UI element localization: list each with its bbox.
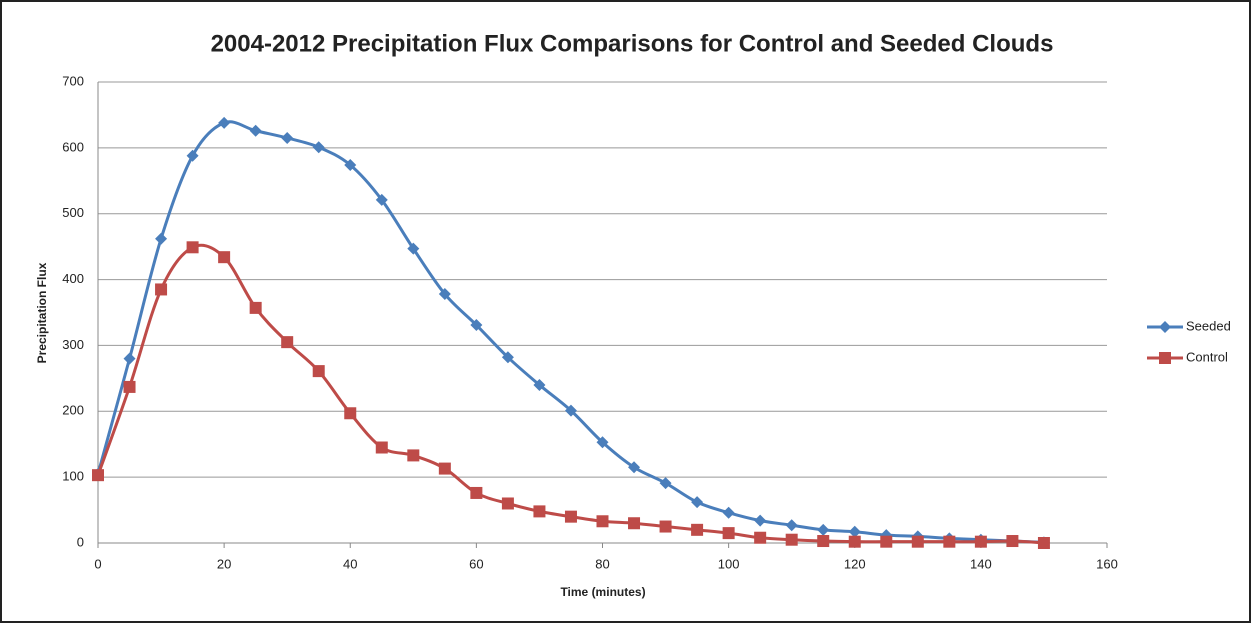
data-point: [817, 523, 830, 536]
data-point: [281, 131, 294, 144]
y-tick-label: 400: [62, 271, 84, 286]
data-point: [754, 531, 767, 544]
data-point: [722, 527, 735, 540]
data-point: [438, 462, 451, 475]
data-point: [375, 441, 388, 454]
data-point: [470, 319, 483, 332]
x-tick-label: 120: [844, 556, 866, 571]
data-point: [407, 449, 420, 462]
x-tick-label: 80: [595, 556, 609, 571]
data-point: [722, 506, 735, 519]
data-point: [817, 535, 830, 548]
x-tick-label: 140: [970, 556, 992, 571]
data-point: [438, 288, 451, 301]
data-point: [344, 158, 357, 171]
data-point: [123, 352, 136, 365]
y-axis-title: Precipitation Flux: [35, 262, 49, 363]
data-point: [533, 505, 546, 518]
data-point: [785, 519, 798, 532]
data-point: [218, 116, 231, 129]
data-point: [312, 141, 325, 154]
data-point: [533, 378, 546, 391]
data-point: [596, 436, 609, 449]
legend-label: Seeded: [1186, 318, 1231, 333]
data-point: [407, 242, 420, 255]
x-tick-label: 160: [1096, 556, 1118, 571]
x-tick-label: 100: [718, 556, 740, 571]
data-point: [344, 407, 357, 420]
x-axis-title: Time (minutes): [560, 585, 645, 599]
data-point: [628, 517, 641, 530]
data-point: [470, 486, 483, 499]
data-point: [911, 535, 924, 548]
data-point: [564, 510, 577, 523]
y-tick-label: 600: [62, 139, 84, 154]
data-point: [943, 535, 956, 548]
data-point: [123, 380, 136, 393]
data-point: [249, 124, 262, 137]
y-tick-label: 700: [62, 73, 84, 88]
data-point: [659, 520, 672, 533]
data-point: [564, 404, 577, 417]
legend-marker: [1159, 321, 1171, 333]
legend-marker: [1159, 352, 1171, 364]
data-point: [155, 283, 168, 296]
data-point: [501, 497, 514, 510]
y-tick-label: 100: [62, 469, 84, 484]
x-tick-label: 0: [94, 556, 101, 571]
data-point: [218, 251, 231, 264]
data-point: [596, 515, 609, 528]
x-tick-label: 20: [217, 556, 231, 571]
data-point: [691, 496, 704, 509]
data-point: [848, 535, 861, 548]
data-point: [848, 525, 861, 538]
legend-label: Control: [1186, 349, 1228, 364]
data-point: [281, 336, 294, 349]
x-tick-label: 40: [343, 556, 357, 571]
data-point: [155, 232, 168, 245]
data-point: [1037, 537, 1050, 549]
data-point: [628, 461, 641, 474]
data-point: [785, 533, 798, 546]
x-tick-label: 60: [469, 556, 483, 571]
data-point: [880, 535, 893, 548]
data-point: [1006, 535, 1019, 548]
data-point: [186, 241, 199, 254]
data-point: [691, 523, 704, 536]
data-point: [375, 193, 388, 206]
data-point: [186, 149, 199, 162]
data-point: [312, 365, 325, 378]
data-point: [659, 477, 672, 490]
data-point: [501, 351, 514, 364]
y-tick-label: 300: [62, 337, 84, 352]
data-point: [754, 514, 767, 527]
chart-title: 2004-2012 Precipitation Flux Comparisons…: [211, 30, 1054, 57]
y-tick-label: 200: [62, 403, 84, 418]
y-tick-label: 500: [62, 205, 84, 220]
data-point: [92, 469, 104, 482]
data-point: [249, 301, 262, 314]
data-point: [974, 535, 987, 548]
y-tick-label: 0: [77, 534, 84, 549]
